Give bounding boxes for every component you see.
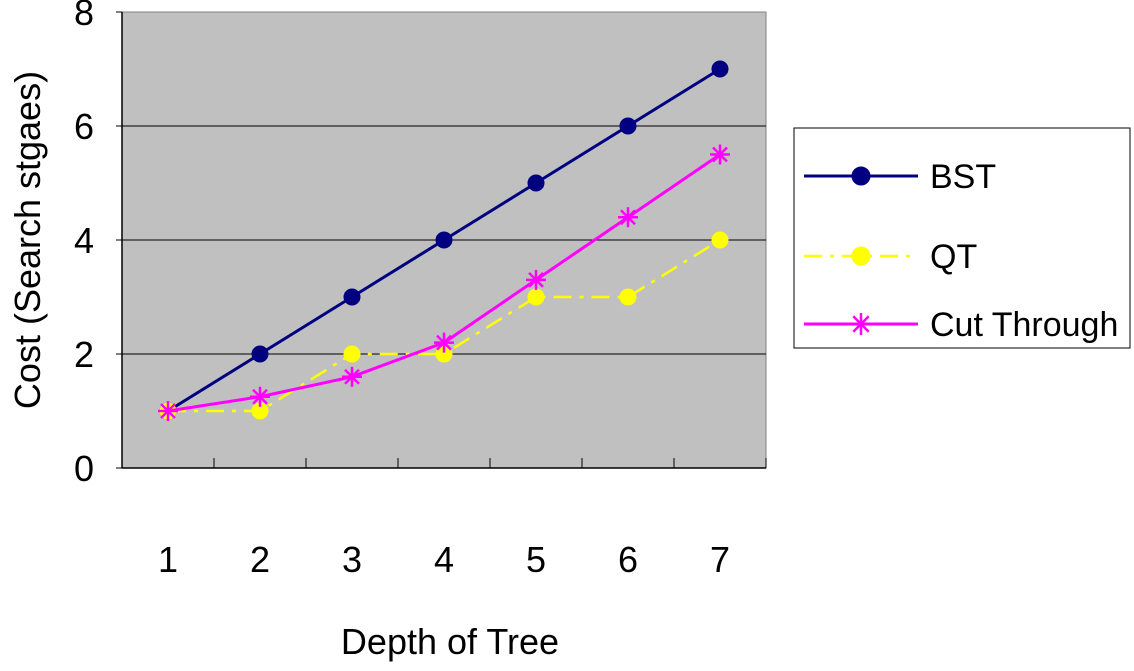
asterisk-stroke — [712, 146, 728, 163]
asterisk-stroke — [160, 403, 176, 419]
legend-item: QT — [804, 238, 977, 276]
y-tick-labels: 0 2 4 6 8 — [74, 0, 94, 489]
data-point — [435, 231, 453, 249]
x-tick-label: 7 — [710, 539, 730, 580]
x-tick-labels: 1 2 3 4 5 6 7 — [158, 539, 730, 580]
series — [158, 60, 730, 421]
legend-marker — [850, 313, 872, 335]
x-tick-label: 4 — [434, 539, 454, 580]
legend-box — [793, 127, 1131, 349]
asterisk-stroke — [436, 334, 452, 351]
legend-label: BST — [930, 158, 996, 196]
data-point — [527, 288, 545, 306]
data-point — [342, 366, 362, 387]
data-point — [710, 144, 730, 165]
y-axis-title: Cost (Search stgaes) — [7, 71, 48, 409]
data-point — [711, 231, 729, 249]
x-tick-label: 6 — [618, 539, 638, 580]
data-point — [434, 332, 454, 353]
y-tick-label: 8 — [74, 0, 94, 33]
x-axis-title: Depth of Tree — [341, 621, 559, 662]
legend-label: Cut Through — [930, 306, 1118, 344]
legend-item: Cut Through — [804, 306, 1118, 344]
series-cut-through — [158, 144, 730, 421]
y-tick-label: 0 — [74, 448, 94, 489]
data-point — [343, 288, 361, 306]
x-tick-label: 2 — [250, 539, 270, 580]
x-tick-label: 3 — [342, 539, 362, 580]
data-point — [250, 386, 270, 407]
asterisk-stroke — [620, 209, 636, 226]
data-point — [526, 269, 546, 290]
asterisk-stroke — [252, 388, 268, 405]
x-tick-label: 1 — [158, 539, 178, 580]
asterisk-stroke — [344, 368, 360, 385]
data-point — [343, 345, 361, 363]
data-point — [619, 117, 637, 135]
legend-marker — [851, 166, 871, 186]
y-tick-label: 2 — [74, 334, 94, 375]
x-tick-label: 5 — [526, 539, 546, 580]
legend: BST QT Cut Through — [793, 127, 1131, 349]
legend-marker — [851, 246, 871, 266]
data-point — [527, 174, 545, 192]
data-point — [618, 207, 638, 228]
axes — [116, 11, 767, 469]
data-point — [711, 60, 729, 78]
data-point — [619, 288, 637, 306]
data-point — [158, 401, 178, 421]
asterisk-stroke — [852, 315, 870, 333]
legend-label: QT — [930, 238, 977, 276]
data-point — [251, 345, 269, 363]
y-tick-label: 4 — [74, 220, 94, 261]
legend-item: BST — [804, 158, 996, 196]
y-tick-label: 6 — [74, 106, 94, 147]
asterisk-stroke — [528, 272, 544, 288]
